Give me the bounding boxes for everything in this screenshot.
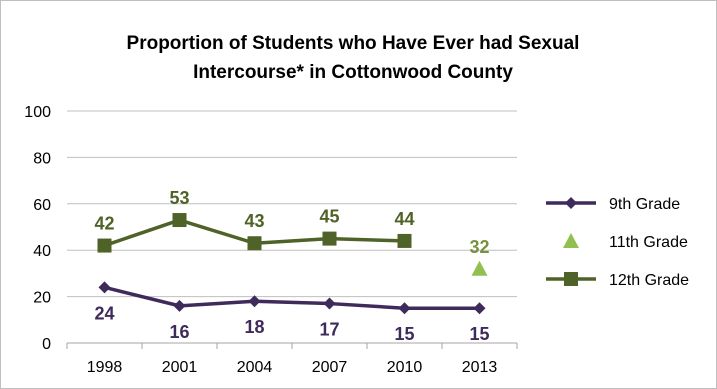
chart-title-line-2: Intercourse* in Cottonwood County [193, 62, 513, 83]
data-point-12th-grade [322, 231, 337, 246]
x-tick-label-2007: 2007 [312, 359, 348, 376]
data-point-9th-grade [248, 295, 261, 308]
data-label-11th-grade: 32 [469, 237, 489, 257]
data-label-12th-grade: 44 [394, 209, 414, 229]
y-tick-label-80: 80 [33, 150, 51, 167]
y-tick-label-60: 60 [33, 197, 51, 214]
legend-label-11th-grade: 11th Grade [609, 234, 688, 251]
data-point-12th-grade [97, 238, 112, 253]
data-label-9th-grade: 15 [394, 324, 414, 344]
legend-item-9th-grade: 9th Grade [546, 196, 680, 213]
x-axis-ticks: 1998 2001 2004 2007 2010 2013 [66, 342, 518, 376]
data-label-9th-grade: 16 [169, 322, 189, 342]
data-point-12th-grade [247, 236, 262, 251]
data-point-9th-grade [98, 281, 111, 294]
y-tick-label-0: 0 [42, 336, 51, 353]
legend-label-9th-grade: 9th Grade [609, 196, 680, 213]
series-12th-grade: 42 53 43 45 44 [94, 188, 415, 253]
data-point-9th-grade [398, 302, 411, 315]
y-tick-label-40: 40 [33, 243, 51, 260]
data-point-12th-grade [172, 213, 187, 228]
data-label-12th-grade: 42 [94, 214, 114, 234]
data-point-9th-grade [173, 299, 186, 312]
data-point-9th-grade [323, 297, 336, 310]
legend-label-12th-grade: 12th Grade [609, 272, 689, 289]
y-tick-label-20: 20 [33, 290, 51, 307]
series-group: 24 16 18 17 15 15 32 42 53 43 45 44 [94, 188, 489, 344]
data-point-12th-grade [397, 233, 412, 248]
data-label-9th-grade: 17 [319, 320, 339, 340]
x-tick-label-1998: 1998 [87, 359, 123, 376]
data-label-12th-grade: 45 [319, 207, 339, 227]
series-line-9th-grade [104, 285, 480, 310]
x-tick-label-2001: 2001 [162, 359, 198, 376]
legend-marker-12th-grade [564, 272, 578, 286]
chart-title-line-1: Proportion of Students who Have Ever had… [127, 33, 580, 54]
y-tick-label-100: 100 [24, 104, 51, 121]
data-label-9th-grade: 15 [469, 324, 489, 344]
legend: 9th Grade 11th Grade 12th Grade [546, 196, 689, 289]
legend-marker-11th-grade [563, 233, 579, 248]
legend-item-11th-grade: 11th Grade [563, 233, 688, 251]
x-tick-label-2013: 2013 [462, 359, 498, 376]
x-tick-label-2010: 2010 [387, 359, 423, 376]
legend-marker-9th-grade [565, 197, 577, 209]
series-11th-grade: 32 [469, 237, 490, 276]
y-axis-ticks: 0 20 40 60 80 100 [24, 104, 51, 353]
data-label-9th-grade: 24 [94, 303, 114, 323]
data-label-12th-grade: 43 [244, 211, 264, 231]
series-9th-grade: 24 16 18 17 15 15 [94, 281, 490, 344]
legend-item-12th-grade: 12th Grade [546, 272, 689, 289]
data-point-11th-grade [471, 260, 488, 276]
data-label-12th-grade: 53 [169, 188, 189, 208]
data-label-9th-grade: 18 [244, 317, 264, 337]
data-point-9th-grade [473, 302, 486, 315]
x-tick-label-2004: 2004 [237, 359, 273, 376]
